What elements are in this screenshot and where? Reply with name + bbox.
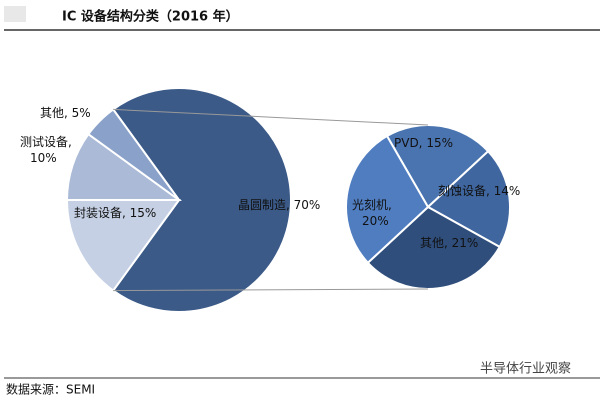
data-label: 其他, 21%	[420, 236, 478, 250]
pie-slice	[426, 149, 511, 249]
data-label: 光刻机, 20%	[352, 198, 392, 228]
chart-title: IC 设备结构分类（2016 年）	[62, 9, 239, 25]
pie-slice	[385, 124, 490, 209]
source: 数据来源：SEMI	[6, 382, 95, 397]
pie-slice	[345, 134, 430, 265]
data-label: 测试设备, 10%	[20, 134, 72, 165]
connector	[113, 288, 429, 292]
data-label: 晶圆制造, 70%	[238, 198, 320, 212]
pie-slice	[111, 87, 292, 313]
data-label: PVD, 15%	[394, 136, 453, 150]
plot: 晶圆制造, 70% 封装设备, 15% 测试设备, 10% 其他, 5% PVD, 15%…	[20, 87, 520, 313]
connector	[113, 108, 429, 126]
data-label: 封装设备, 15%	[74, 206, 156, 220]
pie-slice	[65, 199, 181, 293]
data-label: 刻蚀设备, 14%	[438, 184, 520, 198]
pie-slice	[86, 107, 180, 201]
pie-slice	[366, 205, 501, 290]
watermark: 半导体行业观察	[480, 362, 571, 377]
data-label: 其他, 5%	[40, 106, 91, 120]
logo	[4, 6, 26, 22]
